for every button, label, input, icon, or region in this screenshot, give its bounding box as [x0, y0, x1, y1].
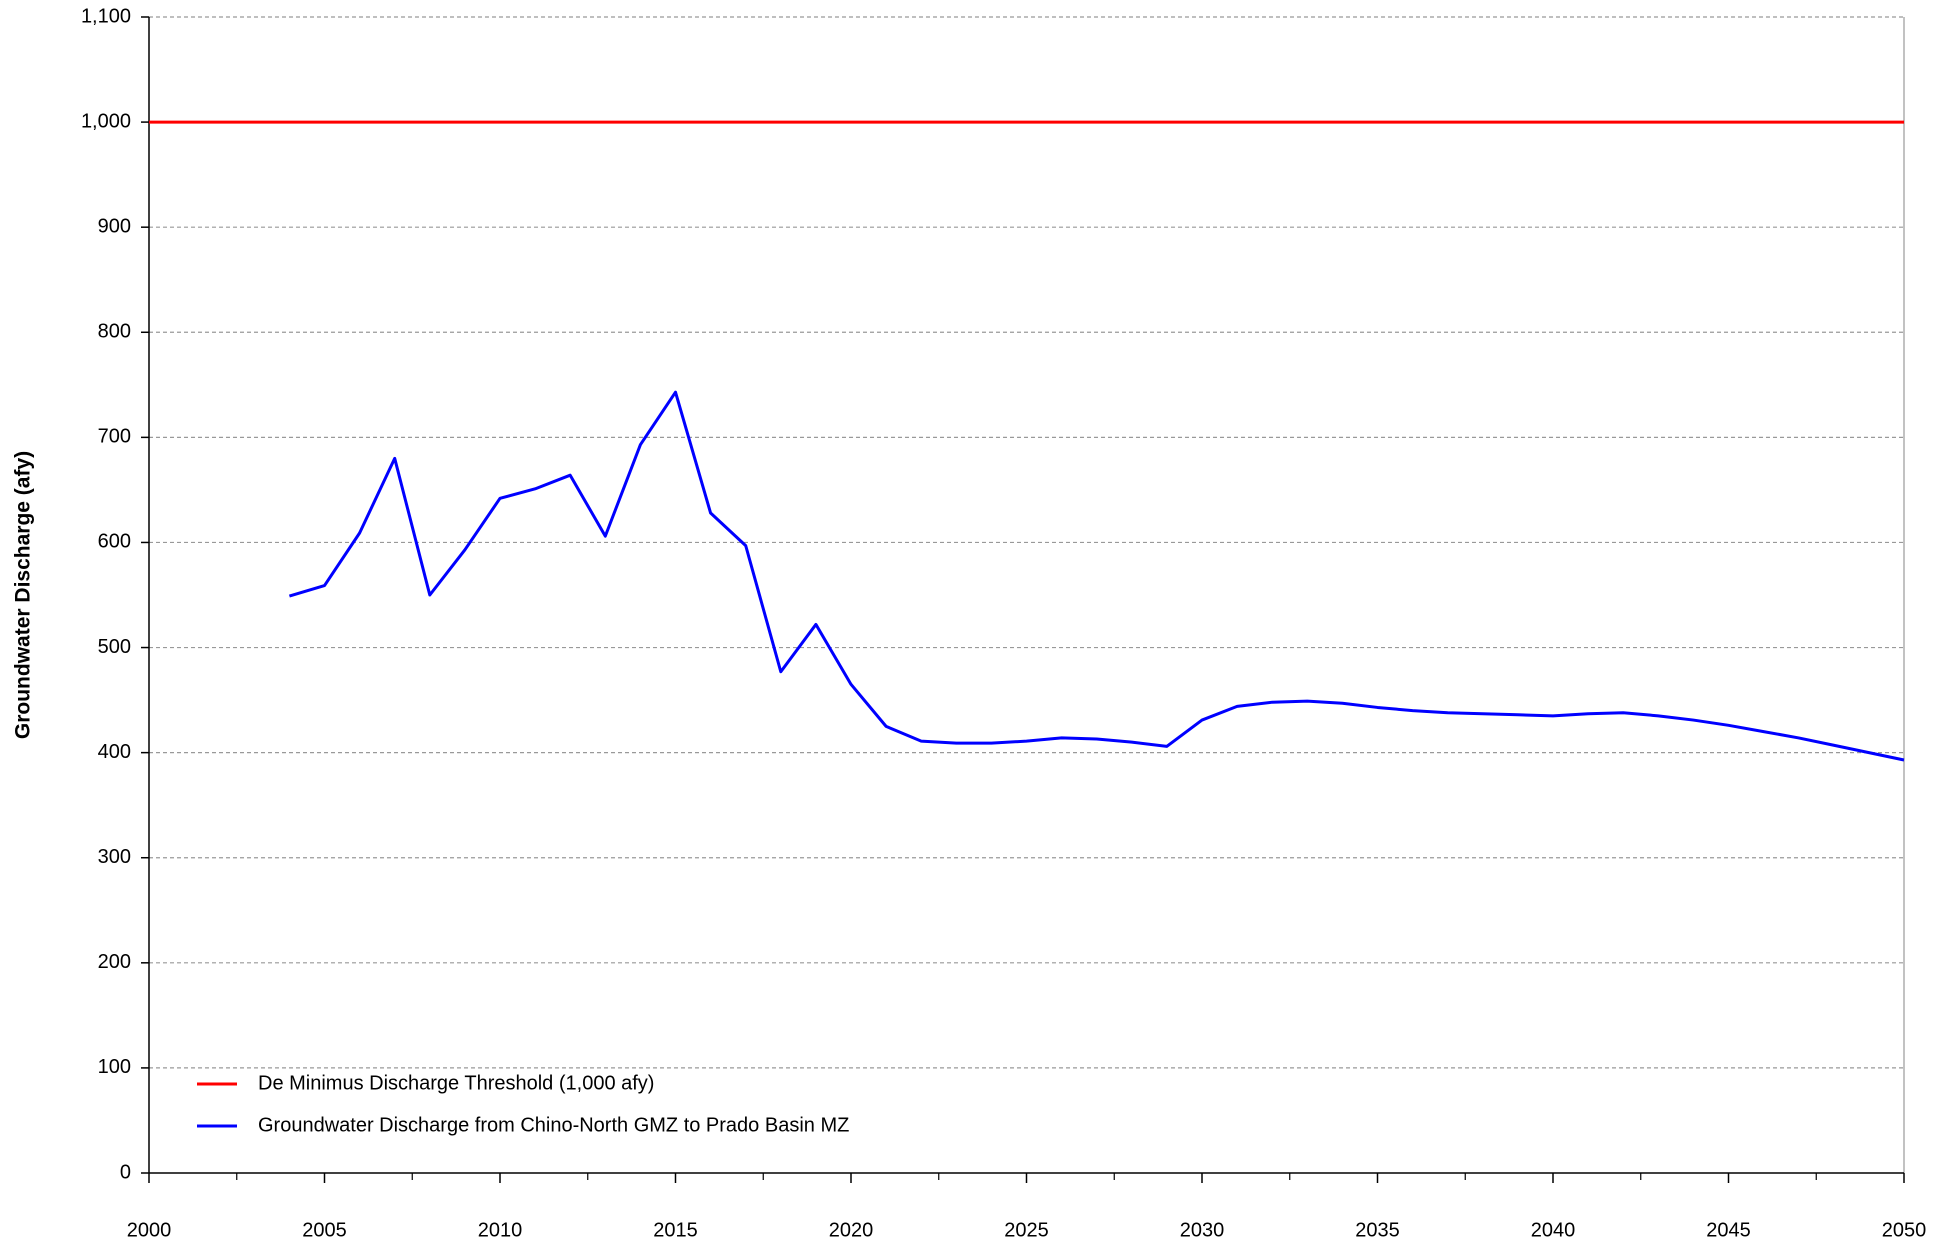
y-tick-label: 300 — [98, 846, 131, 868]
x-tick-label: 2025 — [1004, 1219, 1049, 1239]
series-line — [288, 390, 1905, 762]
legend-label: De Minimus Discharge Threshold (1,000 af… — [258, 1072, 654, 1094]
x-tick-label: 2035 — [1355, 1219, 1400, 1239]
x-tick-label: 2045 — [1706, 1219, 1751, 1239]
x-tick-label: 2000 — [127, 1219, 172, 1239]
x-tick-label: 2040 — [1531, 1219, 1576, 1239]
y-tick-label: 1,100 — [81, 5, 131, 27]
y-axis-label: Groundwater Discharge (afy) — [12, 451, 35, 739]
y-tick-label: 800 — [98, 321, 131, 343]
y-tick-label: 1,000 — [81, 110, 131, 132]
y-tick-label: 500 — [98, 636, 131, 658]
y-tick-label: 100 — [98, 1056, 131, 1078]
y-tick-label: 700 — [98, 426, 131, 448]
y-tick-label: 0 — [120, 1161, 131, 1183]
y-tick-label: 600 — [98, 531, 131, 553]
x-tick-label: 2005 — [302, 1219, 347, 1239]
x-tick-label: 2010 — [478, 1219, 523, 1239]
y-tick-label: 200 — [98, 951, 131, 973]
legend-label: Groundwater Discharge from Chino-North G… — [258, 1114, 849, 1136]
y-tick-label: 900 — [98, 215, 131, 237]
x-tick-label: 2030 — [1180, 1219, 1225, 1239]
x-tick-label: 2015 — [653, 1219, 698, 1239]
y-tick-label: 400 — [98, 741, 131, 763]
x-tick-label: 2050 — [1882, 1219, 1927, 1239]
x-tick-label: 2020 — [829, 1219, 874, 1239]
